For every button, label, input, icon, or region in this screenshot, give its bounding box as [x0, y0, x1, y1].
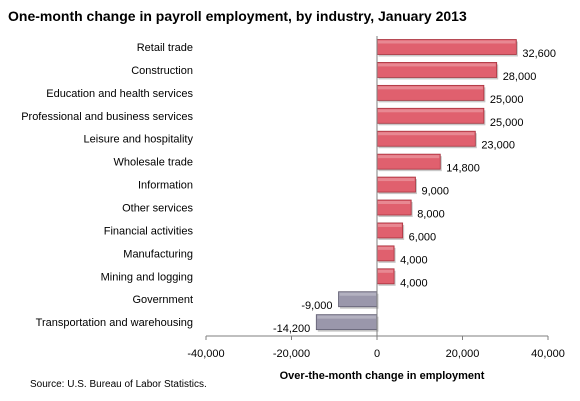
x-axis-title: Over-the-month change in employment [280, 370, 485, 382]
bar-highlight [378, 86, 483, 90]
x-tick-label: -40,000 [187, 348, 224, 360]
value-label: 32,600 [522, 48, 556, 60]
category-label: Professional and business services [21, 111, 193, 123]
category-label: Manufacturing [123, 248, 193, 260]
bar-highlight [378, 155, 440, 159]
category-label: Financial activities [104, 225, 194, 237]
bar-highlight [378, 246, 394, 250]
bar-highlight [378, 63, 496, 67]
chart-title: One-month change in payroll employment, … [8, 8, 467, 24]
x-tick-label: 0 [374, 348, 380, 360]
bar-highlight [378, 269, 394, 273]
value-label: 14,800 [446, 163, 480, 175]
category-label: Information [138, 180, 193, 192]
x-tick-label: 40,000 [531, 348, 565, 360]
bar-highlight [378, 223, 402, 227]
value-label: 28,000 [503, 71, 537, 83]
value-label: 25,000 [490, 94, 524, 106]
value-label: 6,000 [409, 231, 437, 243]
value-label: 8,000 [417, 209, 445, 221]
value-label: 4,000 [400, 277, 428, 289]
value-label: 23,000 [481, 140, 515, 152]
category-label: Mining and logging [101, 271, 193, 283]
category-label: Transportation and warehousing [36, 317, 193, 329]
labels-layer: Retail trade 32,600 Construction 28,000 Educ… [21, 42, 556, 335]
bars-layer [315, 39, 518, 332]
category-label: Government [132, 294, 193, 306]
category-label: Wholesale trade [114, 157, 194, 169]
value-label: 25,000 [490, 117, 524, 129]
value-label: 4,000 [400, 254, 428, 266]
category-label: Leisure and hospitality [84, 134, 194, 146]
category-label: Retail trade [137, 42, 193, 54]
bar-highlight [378, 201, 411, 205]
bar-highlight [378, 178, 415, 182]
category-label: Construction [131, 65, 193, 77]
bar-highlight [378, 132, 475, 136]
value-label: 9,000 [421, 186, 449, 198]
bar-highlight [378, 40, 516, 44]
category-label: Other services [122, 203, 193, 215]
bar-highlight [378, 109, 483, 113]
x-tick-label: -20,000 [273, 348, 310, 360]
value-label: -9,000 [301, 300, 332, 312]
bar-highlight [339, 292, 376, 296]
category-label: Education and health services [46, 88, 193, 100]
bar-highlight [317, 315, 376, 319]
x-tick-label: 20,000 [446, 348, 480, 360]
axis-layer: -40,000 -20,000 0 20,000 40,000 [187, 36, 565, 360]
source-note: Source: U.S. Bureau of Labor Statistics. [30, 379, 207, 390]
value-label: -14,200 [273, 323, 310, 335]
